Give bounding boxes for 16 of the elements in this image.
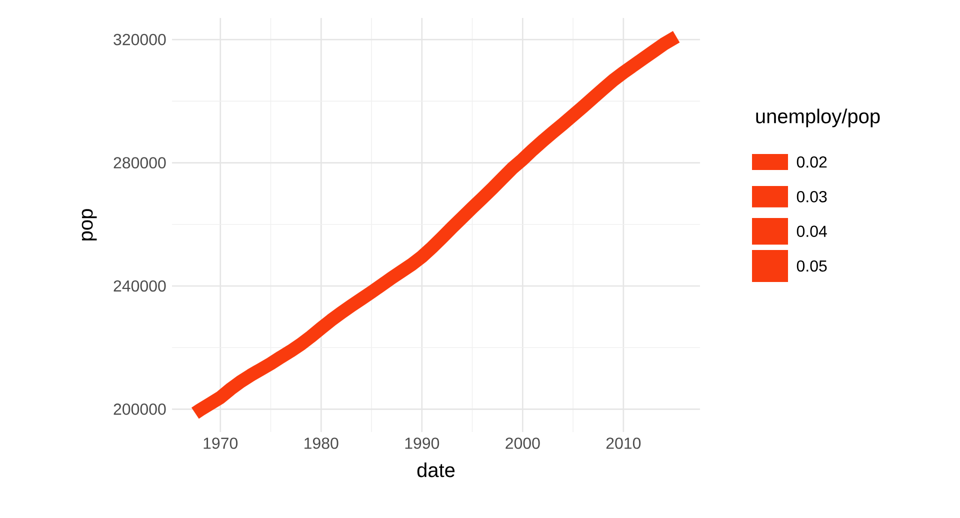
y-tick-label: 280000 [114,157,166,168]
y-axis-title: pop [82,209,97,240]
y-tick-label: 200000 [114,404,166,415]
x-axis-title: date [417,462,455,478]
text: 0.02 [796,156,827,168]
text: 0.03 [796,191,827,202]
y-tick-label: 320000 [114,34,166,46]
x-tick-label: 1980 [304,438,338,449]
x-tick-label: 1990 [405,438,440,449]
y-tick-label: 240000 [114,280,166,292]
text: 0.05 [796,260,827,272]
x-tick-label: 2010 [606,438,641,449]
x-tick-label: 1970 [204,438,238,449]
x-tick-label: 2000 [506,438,540,449]
legend-title: unemploy/pop [756,108,880,128]
text: 0.04 [796,226,827,237]
